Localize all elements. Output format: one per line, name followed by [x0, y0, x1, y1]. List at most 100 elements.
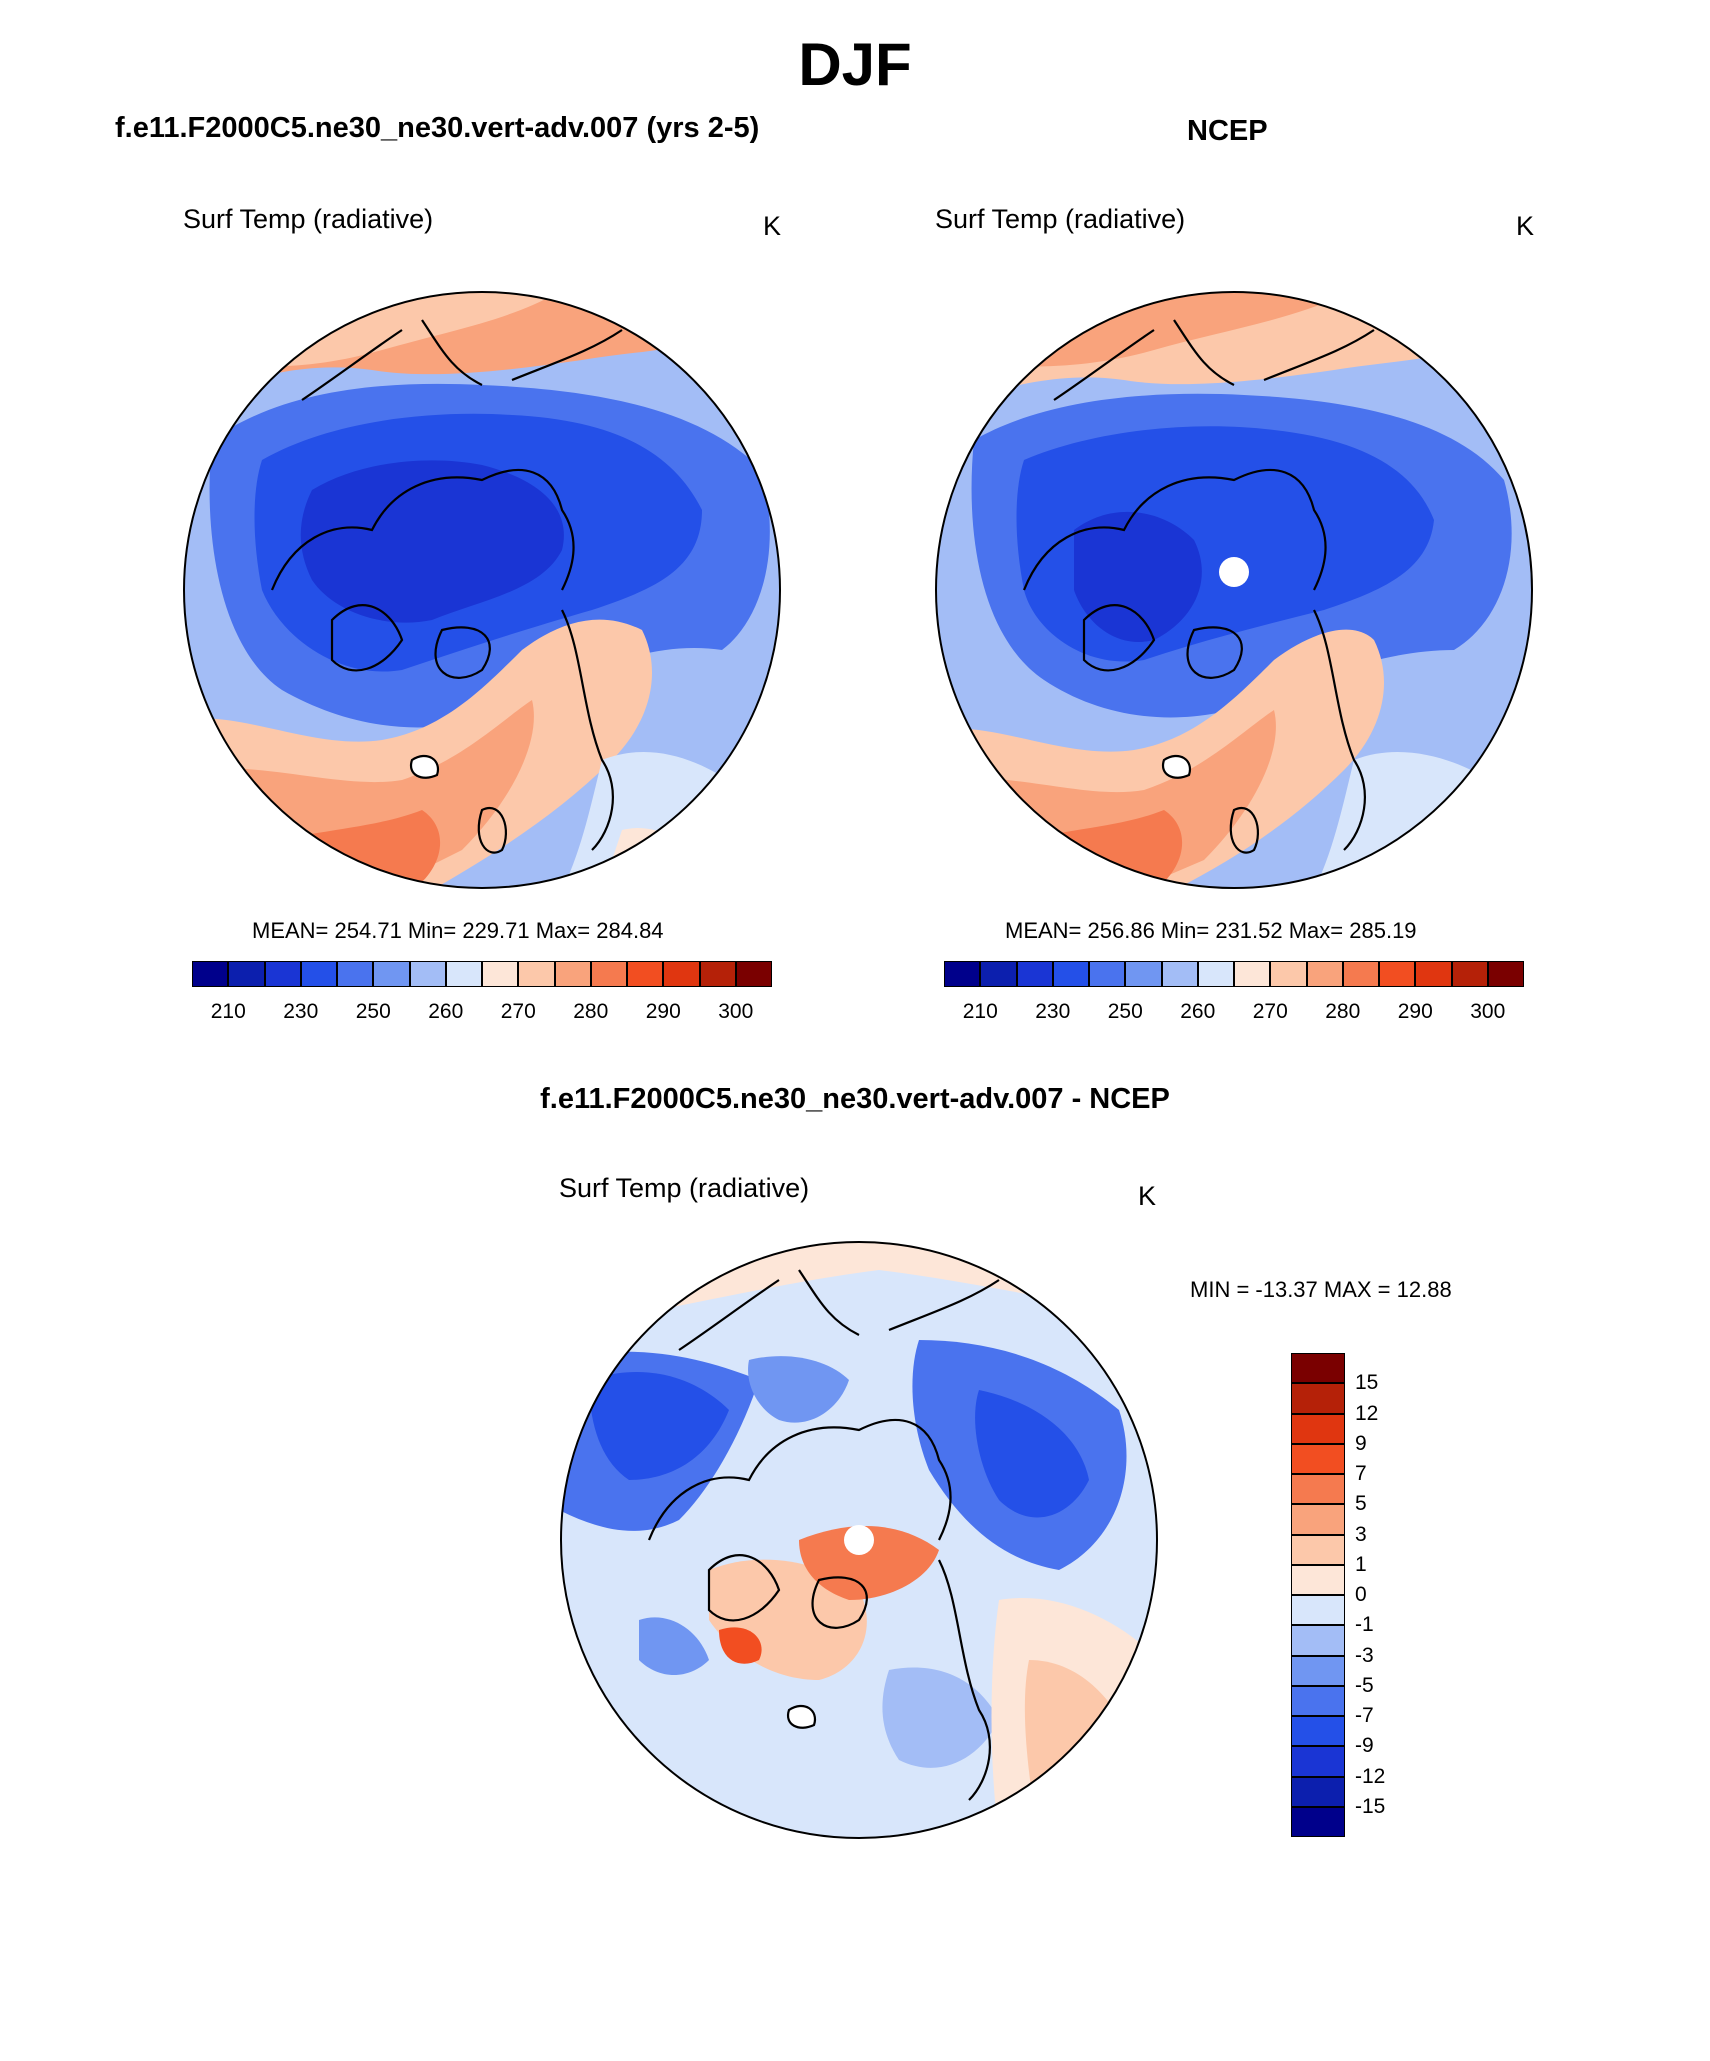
colorbar-tick-label: -12 [1355, 1764, 1386, 1788]
colorbar-tick-label: 3 [1355, 1522, 1367, 1546]
colorbar-tick-label: 250 [1107, 1000, 1143, 1023]
colorbar-swatch [1291, 1716, 1345, 1747]
colorbar-tick-label: 250 [355, 1000, 391, 1023]
colorbar-swatch [944, 961, 981, 987]
colorbar-swatch [980, 961, 1017, 987]
units-label-model: K [763, 211, 782, 241]
colorbar-tick-label: 300 [1470, 1000, 1506, 1023]
colorbar-swatch [228, 961, 265, 987]
panel-title-ncep: NCEP [1187, 115, 1268, 147]
units-label-ncep: K [1516, 211, 1535, 241]
colorbar-swatch [1291, 1413, 1345, 1444]
colorbar-swatch [264, 961, 301, 987]
polar-map-ncep [935, 291, 1533, 889]
variable-label-model: Surf Temp (radiative) [183, 204, 434, 234]
colorbar-swatch [300, 961, 337, 987]
stats-model: MEAN= 254.71 Min= 229.71 Max= 284.84 [252, 918, 664, 943]
panel-title-model: f.e11.F2000C5.ne30_ne30.vert-adv.007 (yr… [115, 112, 760, 144]
colorbar-swatch [1487, 961, 1524, 987]
colorbar-tick-label: 280 [573, 1000, 609, 1023]
colorbar-tick-label: 5 [1355, 1492, 1367, 1516]
panel-title-diff: f.e11.F2000C5.ne30_ne30.vert-adv.007 - N… [540, 1083, 1170, 1115]
variable-label-diff: Surf Temp (radiative) [559, 1173, 810, 1203]
colorbar-swatch [1291, 1474, 1345, 1505]
colorbar-tick-label: 210 [962, 1000, 998, 1023]
polar-map-model [183, 291, 781, 889]
colorbar-tick-label: 15 [1355, 1371, 1379, 1395]
colorbar-swatch [1415, 961, 1452, 987]
colorbar-swatch [1451, 961, 1488, 987]
colorbar-ticks-diff: 15 12 9 7 5 3 1 0 -1 -3 -5 -7 -9 -12 -15 [1355, 1353, 1435, 1837]
colorbar-swatch [409, 961, 446, 987]
colorbar-swatch [1016, 961, 1053, 987]
colorbar-swatch [1342, 961, 1379, 987]
colorbar-swatch [1291, 1383, 1345, 1414]
colorbar-tick-label: 290 [645, 1000, 681, 1023]
colorbar-swatch [1379, 961, 1416, 987]
colorbar-tick-label: 230 [1035, 1000, 1071, 1023]
polar-map-diff [560, 1241, 1158, 1839]
colorbar-tick-label: 290 [1397, 1000, 1433, 1023]
colorbar-tick-label: 260 [428, 1000, 464, 1023]
colorbar-swatch [590, 961, 627, 987]
colorbar-swatch [735, 961, 772, 987]
stats-diff: MIN = -13.37 MAX = 12.88 [1190, 1277, 1452, 1302]
colorbar-swatch [1291, 1443, 1345, 1474]
colorbar-tick-label: 12 [1355, 1401, 1379, 1425]
colorbar-swatch [1234, 961, 1271, 987]
colorbar-ticks-model: 210 230 250 260 270 280 290 300 [192, 1000, 772, 1026]
colorbar-tick-label: -1 [1355, 1613, 1374, 1637]
units-label-diff: K [1138, 1181, 1157, 1211]
colorbar-swatch [1291, 1625, 1345, 1656]
colorbar-swatch [1197, 961, 1234, 987]
colorbar-ncep [944, 961, 1524, 987]
colorbar-tick-label: 300 [718, 1000, 754, 1023]
colorbar-swatch [1291, 1776, 1345, 1807]
colorbar-swatch [699, 961, 736, 987]
colorbar-swatch [192, 961, 229, 987]
colorbar-tick-label: -15 [1355, 1794, 1386, 1818]
colorbar-swatch [1052, 961, 1089, 987]
colorbar-swatch [1125, 961, 1162, 987]
colorbar-tick-label: -9 [1355, 1734, 1374, 1758]
colorbar-swatch [1291, 1564, 1345, 1595]
colorbar-model [192, 961, 772, 987]
colorbar-tick-label: -7 [1355, 1704, 1374, 1727]
colorbar-tick-label: 270 [500, 1000, 536, 1023]
colorbar-tick-label: 210 [210, 1000, 246, 1023]
colorbar-swatch [1161, 961, 1198, 987]
colorbar-diff [1291, 1353, 1345, 1837]
colorbar-swatch [1291, 1353, 1345, 1384]
colorbar-tick-label: 280 [1325, 1000, 1361, 1023]
colorbar-swatch [1291, 1806, 1345, 1837]
colorbar-swatch [663, 961, 700, 987]
colorbar-tick-label: 230 [283, 1000, 319, 1023]
colorbar-swatch [482, 961, 519, 987]
colorbar-tick-label: 0 [1355, 1583, 1367, 1606]
colorbar-swatch [627, 961, 664, 987]
colorbar-tick-label: 1 [1355, 1552, 1367, 1576]
colorbar-swatch [1291, 1685, 1345, 1716]
colorbar-swatch [1291, 1746, 1345, 1777]
colorbar-swatch [1291, 1655, 1345, 1686]
season-title: DJF [798, 31, 912, 98]
colorbar-swatch [1291, 1534, 1345, 1565]
colorbar-tick-label: -5 [1355, 1673, 1374, 1697]
colorbar-tick-label: 7 [1355, 1462, 1367, 1485]
colorbar-tick-label: 9 [1355, 1431, 1367, 1455]
colorbar-tick-label: 260 [1180, 1000, 1216, 1023]
colorbar-swatch [445, 961, 482, 987]
colorbar-ticks-ncep: 210 230 250 260 270 280 290 300 [944, 1000, 1524, 1026]
colorbar-swatch [554, 961, 591, 987]
colorbar-tick-label: -3 [1355, 1643, 1374, 1667]
stats-ncep: MEAN= 256.86 Min= 231.52 Max= 285.19 [1005, 918, 1417, 943]
colorbar-swatch [1270, 961, 1307, 987]
colorbar-swatch [1291, 1595, 1345, 1626]
colorbar-swatch [1306, 961, 1343, 987]
colorbar-tick-label: 270 [1252, 1000, 1288, 1023]
colorbar-swatch [1089, 961, 1126, 987]
colorbar-swatch [1291, 1504, 1345, 1535]
colorbar-swatch [518, 961, 555, 987]
colorbar-swatch [373, 961, 410, 987]
variable-label-ncep: Surf Temp (radiative) [935, 204, 1186, 234]
